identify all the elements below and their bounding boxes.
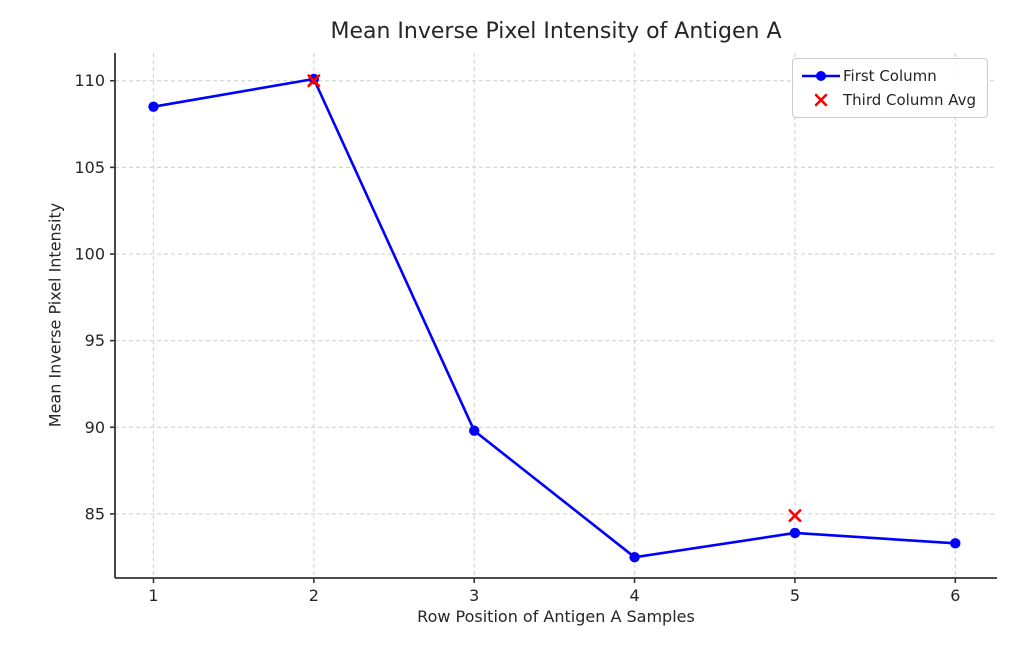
y-tick-label: 95 (85, 331, 105, 350)
data-point-marker (148, 101, 159, 112)
chart-title: Mean Inverse Pixel Intensity of Antigen … (330, 19, 782, 44)
x-tick-label: 2 (309, 586, 319, 605)
x-tick-label: 1 (148, 586, 158, 605)
series-line (152, 77, 957, 559)
x-tick-label: 5 (790, 586, 800, 605)
legend-label: Third Column Avg (843, 91, 977, 109)
legend-label: First Column (843, 67, 937, 85)
x-axis-label: Row Position of Antigen A Samples (417, 607, 695, 626)
y-tick-label: 90 (85, 418, 105, 437)
x-data-point-marker (788, 509, 802, 523)
y-tick-label: 85 (85, 504, 105, 523)
x-tick-label: 3 (469, 586, 479, 605)
legend: First Column Third Column Avg (792, 58, 988, 118)
data-point-marker (469, 425, 480, 436)
data-point-marker (629, 552, 640, 563)
y-tick-label: 105 (74, 158, 105, 177)
y-tick-label: 100 (74, 244, 105, 263)
legend-item-third-column-avg: Third Column Avg (799, 88, 979, 112)
data-point-marker (950, 538, 961, 549)
y-tick-label: 110 (74, 71, 105, 90)
x-data-point-marker (307, 74, 321, 88)
legend-item-first-column: First Column (799, 64, 979, 88)
x-marker-icon (799, 93, 843, 107)
data-point-marker (789, 527, 801, 539)
x-tick-label: 6 (950, 586, 960, 605)
line-circle-marker-icon (799, 69, 843, 83)
x-tick-label: 4 (629, 586, 639, 605)
